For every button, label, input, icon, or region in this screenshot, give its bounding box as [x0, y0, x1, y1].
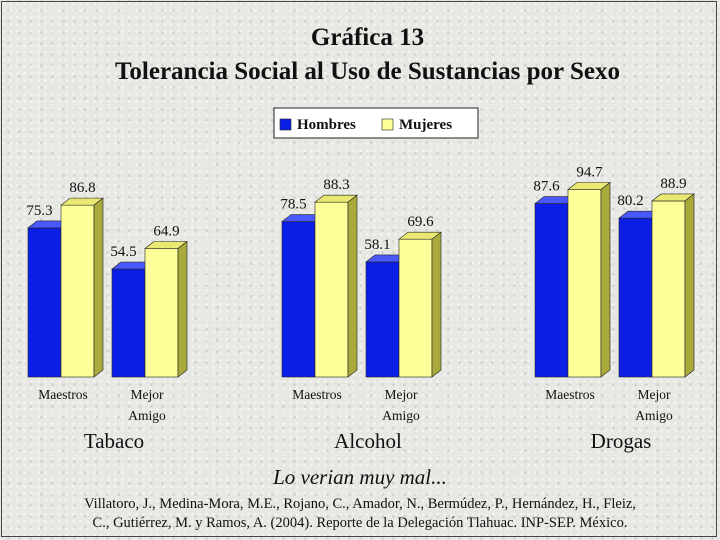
bar-chart: Hombres Mujeres 75.3 86.8 Maestros 54.5 64.9 Me…	[26, 107, 695, 453]
bar-tabaco-1-mujeres-front	[144, 248, 179, 378]
bar-drogas-1-mujeres-side	[684, 193, 695, 378]
bar-tabaco-0-mujeres-side	[93, 197, 104, 378]
category-label: Amigo	[128, 408, 166, 423]
bar-alcohol-0-hombres-value-label: 78.5	[280, 197, 306, 213]
bar-tabaco-0-mujeres-front	[60, 204, 95, 378]
category-label: Amigo	[635, 408, 673, 423]
category-label: Amigo	[382, 408, 420, 423]
category-label: Maestros	[545, 387, 595, 402]
bar-tabaco-1-hombres-value-label: 54.5	[110, 244, 136, 260]
bar-alcohol-0-mujeres-side	[347, 194, 358, 378]
category-label: Mejor	[385, 387, 418, 402]
bar-alcohol-1-hombres-value-label: 58.1	[364, 237, 390, 253]
bar-drogas-0-hombres-front	[534, 203, 569, 378]
bar-drogas-0-hombres-value-label: 87.6	[533, 179, 560, 195]
category-label: Mejor	[638, 387, 671, 402]
bar-tabaco-1-mujeres-value-label: 64.9	[153, 223, 179, 239]
chart-title: Gráfica 13	[310, 24, 425, 51]
citation-line-1: Villatoro, J., Medina-Mora, M.E., Rojano…	[84, 496, 636, 512]
bar-alcohol-0-hombres-front	[281, 221, 316, 378]
group-label-drogas: Drogas	[591, 429, 652, 453]
chart-caption: Lo verian muy mal...	[273, 465, 447, 489]
bar-drogas-1-mujeres-front	[651, 200, 686, 378]
bar-alcohol-1-hombres-front	[365, 261, 400, 378]
legend-swatch-mujeres	[381, 118, 394, 131]
bar-tabaco-0-hombres-value-label: 75.3	[26, 203, 52, 219]
bar-drogas-0-mujeres-side	[600, 181, 611, 378]
bar-tabaco-1-mujeres-side	[177, 240, 188, 378]
legend-box	[273, 107, 479, 139]
bar-alcohol-1-mujeres-front	[398, 238, 433, 378]
bar-alcohol-1-mujeres-side	[431, 231, 442, 378]
bar-drogas-0-mujeres-front	[567, 189, 602, 378]
category-label: Mejor	[131, 387, 164, 402]
legend-label-mujeres: Mujeres	[399, 117, 452, 133]
bar-drogas-1-hombres-value-label: 80.2	[617, 193, 643, 209]
legend-label-hombres: Hombres	[297, 117, 356, 133]
group-label-tabaco: Tabaco	[84, 429, 144, 453]
bar-drogas-1-mujeres-value-label: 88.9	[660, 176, 686, 192]
citation-line-2: C., Gutiérrez, M. y Ramos, A. (2004). Re…	[92, 515, 628, 531]
bar-alcohol-0-mujeres-value-label: 88.3	[323, 177, 349, 193]
bar-alcohol-0-mujeres-front	[314, 201, 349, 378]
legend-swatch-hombres	[279, 118, 292, 131]
group-label-alcohol: Alcohol	[334, 429, 402, 453]
bar-tabaco-0-hombres-front	[27, 227, 62, 378]
bar-alcohol-1-mujeres-value-label: 69.6	[407, 214, 434, 230]
category-label: Maestros	[38, 387, 88, 402]
bar-drogas-0-mujeres-value-label: 94.7	[576, 164, 603, 180]
bar-drogas-1-hombres-front	[618, 217, 653, 378]
category-label: Maestros	[292, 387, 342, 402]
chart-subtitle-main: Tolerancia Social al Uso de Sustancias p…	[115, 58, 620, 85]
bar-tabaco-1-hombres-front	[111, 268, 146, 378]
bar-tabaco-0-mujeres-value-label: 86.8	[69, 180, 95, 196]
